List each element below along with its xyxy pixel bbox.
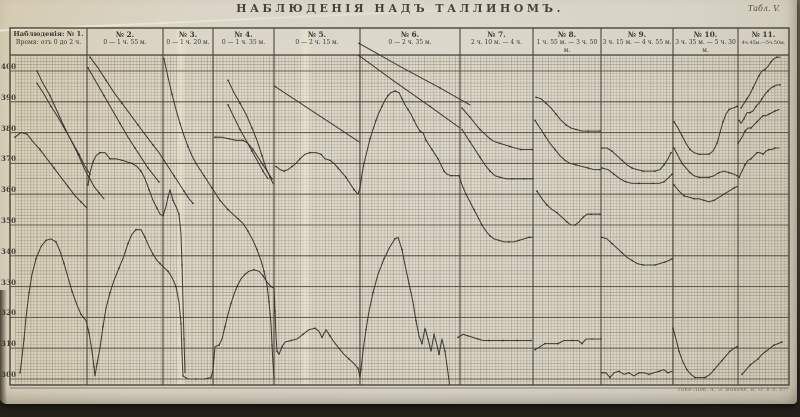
millimeter-grid: [15, 55, 789, 385]
printer-imprint: Типо-Лит. А. Э. Винеке, В. О. 6 л. 57.: [677, 387, 788, 393]
panel-header-9: № 9. 3 ч. 15 м. — 4 ч. 55 м.: [601, 28, 673, 55]
panel-header-11: № 11. 4ч.45м.—5ч.50м.: [738, 28, 789, 55]
panel-time-range: 3 ч. 15 м. — 4 ч. 55 м.: [602, 39, 672, 46]
y-axis-label: 350: [1, 216, 17, 225]
trace-obs4-plateau: [214, 136, 273, 180]
panel-separators: [86, 28, 739, 385]
panel-number: № 10.: [693, 30, 718, 39]
trace-obs2-plateau: [87, 152, 186, 374]
trace-obs5-ridge-and-obs6-hump: [275, 90, 533, 243]
panel-time-range: 0 — 1 ч. 35 м.: [221, 39, 266, 46]
trace-obs11-ascent-a: [740, 56, 781, 109]
trace-track-low-7: [457, 333, 532, 342]
trace-obs3-descent: [163, 58, 275, 379]
panel-header-10: № 10. 3 ч. 35 м. — 5 ч. 30 м.: [673, 28, 738, 55]
panel-number: № 11.: [751, 30, 776, 39]
trace-obs11-ascent-d: [738, 147, 780, 178]
plate-number: Табл. V.: [747, 4, 780, 13]
panel-header-8: № 8. 1 ч. 55 м. — 3 ч. 50 м.: [533, 28, 601, 55]
y-axis-label: 360: [1, 185, 17, 195]
panel-time-range: 0 — 2 ч. 15 м.: [295, 39, 339, 46]
y-axis-label: 380: [1, 123, 17, 133]
trace-track-low-9: [601, 369, 673, 379]
paper-sheet: [0, 0, 797, 404]
panel-header-7: № 7. 2 ч. 10 м. — 4 ч.: [460, 28, 533, 55]
trace-obs7-descent-b: [461, 128, 534, 180]
panel-time-range: 4ч.45м.—5ч.50м.: [741, 40, 786, 46]
panel-time-range: Время: отъ 0 до 2 ч.: [15, 39, 82, 46]
panel-time-range: 3 ч. 35 м. — 5 ч. 30 м.: [675, 39, 736, 54]
y-axis-label: 310: [1, 339, 17, 349]
observation-traces: [14, 42, 783, 385]
trace-obs7-descent-a: [461, 107, 533, 151]
page-title: НАБЛЮДЕНІЯ НАДЪ ТАЛЛИНОМЪ.: [236, 2, 564, 15]
trace-obs10-vee-b: [673, 147, 738, 178]
panel-number: № 6.: [400, 30, 420, 39]
panel-header-4: № 4. 0 — 1 ч. 35 м.: [213, 28, 274, 55]
panel-number: № 5.: [307, 30, 327, 39]
y-axis-label: 340: [1, 246, 17, 256]
trace-obs11-ascent-b: [738, 84, 781, 124]
panel-header-5: № 5. 0 — 2 ч. 15 м.: [274, 28, 360, 55]
y-axis-label: 300: [1, 370, 17, 379]
panel-header-2: № 2. 0 — 1 ч. 55 м.: [87, 28, 163, 55]
panel-number: Наблюденія: № 1.: [13, 30, 84, 38]
trace-obs10-vee-a: [673, 105, 738, 155]
trace-obs1-plateau: [14, 132, 88, 209]
trace-obs6-diagonal-b: [358, 55, 461, 129]
trace-obs6-diagonal-a: [358, 42, 471, 106]
trace-obs1-descent-a: [36, 70, 105, 200]
paper-edge-shadow: [0, 290, 7, 404]
panel-header-6: № 6. 0 — 2 ч. 35 м.: [360, 28, 460, 55]
y-axis-label: 330: [1, 277, 17, 287]
panel-header-3: № 3. 0 — 1 ч. 20 м.: [163, 28, 213, 55]
panel-number: № 9.: [627, 30, 647, 39]
trace-obs10-vee-c: [673, 184, 738, 203]
panel-time-range: 1 ч. 55 м. — 3 ч. 50 м.: [536, 39, 598, 54]
trace-obs9-level-b: [601, 167, 673, 184]
trace-obs2-descent-a: [89, 56, 194, 204]
trace-obs9-level-a: [601, 147, 672, 172]
panel-number: № 2.: [115, 30, 135, 39]
trace-obs11-ascent-c: [737, 108, 780, 144]
trace-obs9-level-c: [601, 236, 673, 266]
trace-obs5-diagonal: [274, 85, 360, 143]
table-frame: [9, 27, 790, 389]
y-axis-label: 370: [1, 154, 17, 164]
y-axis-label: 400: [1, 62, 17, 71]
trace-obs4-descent-a: [227, 79, 274, 184]
grid-heavy-lines: [10, 70, 789, 380]
trace-track-low-main: [19, 229, 451, 385]
panel-number: № 7.: [487, 30, 506, 39]
trace-obs8-descent-b: [534, 119, 601, 171]
y-axis-label: 390: [1, 92, 17, 102]
trace-obs8-dip: [536, 190, 601, 226]
trace-obs2-descent-b: [87, 67, 160, 183]
panel-number: № 8.: [557, 30, 577, 39]
panel-time-range: 0 — 1 ч. 20 м.: [166, 39, 210, 46]
panel-time-range: 0 — 2 ч. 35 м.: [388, 39, 432, 46]
panel-header-1: Наблюденія: № 1. Время: отъ 0 до 2 ч.: [10, 28, 87, 55]
panel-time-range: 0 — 1 ч. 55 м.: [103, 39, 147, 46]
y-axis-label: 320: [1, 308, 17, 318]
panel-time-range: 2 ч. 10 м. — 4 ч.: [470, 39, 523, 46]
panel-number: № 3.: [178, 30, 198, 39]
trace-obs4-descent-b: [227, 104, 269, 180]
trace-track-low-11: [741, 341, 783, 375]
trace-track-low-10: [672, 327, 738, 379]
panel-number: № 4.: [234, 30, 253, 39]
trace-obs1-descent-b: [36, 82, 91, 175]
